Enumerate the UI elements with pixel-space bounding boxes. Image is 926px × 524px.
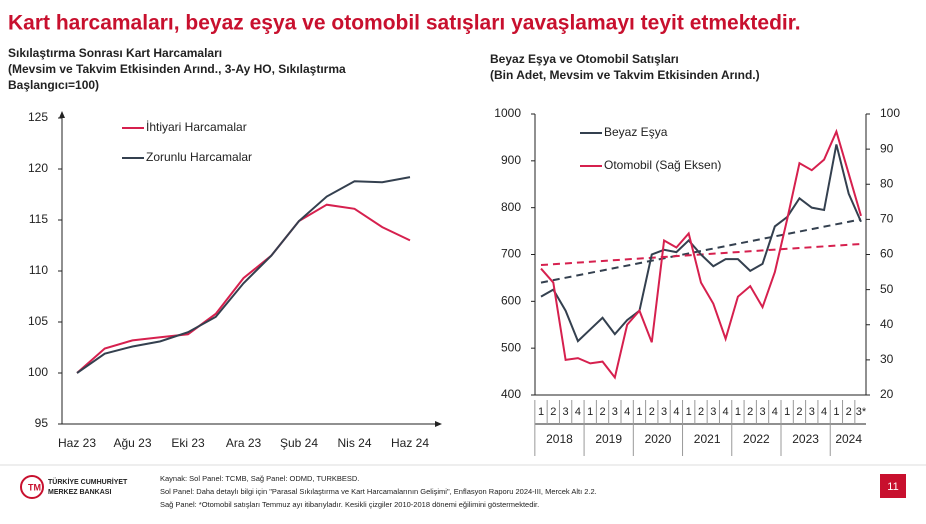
year-label: 2024 [835, 432, 862, 446]
y-tick-label: 500 [501, 340, 521, 354]
year-label: 2019 [595, 432, 622, 446]
legend-label: Zorunlu Harcamalar [146, 150, 252, 164]
chart-title: Başlangıcı=100) [8, 78, 99, 92]
chart-title: (Mevsim ve Takvim Etkisinden Arınd., 3-A… [8, 62, 346, 76]
trend-line [540, 218, 862, 284]
x-tick-label: Ara 23 [226, 436, 262, 450]
quarter-label: 3* [856, 406, 867, 418]
quarter-label: 2 [649, 406, 655, 418]
source: Sağ Panel: *Otomobil satışları Temmuz ay… [160, 500, 539, 509]
quarter-label: 1 [538, 406, 544, 418]
quarter-label: 1 [686, 406, 692, 418]
x-tick-label: Nis 24 [337, 436, 371, 450]
y-tick-label: 600 [501, 294, 521, 308]
y2-tick-label: 80 [880, 176, 894, 190]
quarter-label: 3 [661, 406, 667, 418]
y2-tick-label: 20 [880, 387, 894, 401]
y-tick-label: 700 [501, 247, 521, 261]
quarter-label: 3 [809, 406, 815, 418]
logo-mark: TM [28, 482, 41, 492]
y-tick-label: 95 [35, 416, 49, 430]
y2-tick-label: 70 [880, 212, 894, 226]
y-tick-label: 900 [501, 153, 521, 167]
legend-label: Otomobil (Sağ Eksen) [604, 158, 721, 172]
quarter-label: 4 [772, 406, 778, 418]
quarter-label: 2 [796, 406, 802, 418]
y2-tick-label: 40 [880, 317, 894, 331]
quarter-label: 1 [833, 406, 839, 418]
series-line [540, 128, 862, 380]
axis-arrow [435, 421, 442, 427]
legend-label: İhtiyari Harcamalar [146, 120, 247, 134]
quarter-label: 1 [636, 406, 642, 418]
x-tick-label: Ağu 23 [113, 436, 151, 450]
x-tick-label: Haz 23 [58, 436, 96, 450]
y-tick-label: 125 [28, 110, 48, 124]
x-tick-label: Şub 24 [280, 436, 318, 450]
quarter-label: 4 [624, 406, 630, 418]
year-label: 2018 [546, 432, 573, 446]
slide-title: Kart harcamaları, beyaz eşya ve otomobil… [8, 12, 801, 35]
y2-tick-label: 60 [880, 247, 894, 261]
quarter-label: 2 [698, 406, 704, 418]
y-tick-label: 120 [28, 161, 48, 175]
year-label: 2021 [694, 432, 721, 446]
y2-tick-label: 100 [880, 106, 900, 120]
series-line [540, 144, 862, 343]
y-tick-label: 115 [29, 212, 48, 226]
x-tick-label: Eki 23 [171, 436, 205, 450]
quarter-label: 4 [723, 406, 729, 418]
series-line [76, 203, 411, 374]
source: Sol Panel: Daha detaylı bilgi için "Para… [160, 487, 597, 496]
y-tick-label: 800 [501, 200, 521, 214]
y2-tick-label: 90 [880, 141, 894, 155]
y-tick-label: 105 [28, 314, 48, 328]
x-tick-label: Haz 24 [391, 436, 429, 450]
quarter-label: 1 [587, 406, 593, 418]
axis-arrow [59, 111, 65, 118]
legend-label: Beyaz Eşya [604, 125, 668, 139]
y2-tick-label: 50 [880, 282, 894, 296]
quarter-label: 3 [759, 406, 765, 418]
year-label: 2020 [645, 432, 672, 446]
quarter-label: 3 [710, 406, 716, 418]
chart-title: Beyaz Eşya ve Otomobil Satışları [490, 52, 679, 66]
chart-title: (Bin Adet, Mevsim ve Takvim Etkisinden A… [490, 68, 760, 82]
logo-text: MERKEZ BANKASI [48, 489, 111, 496]
logo-text: TÜRKİYE CUMHURİYET [48, 477, 128, 486]
quarter-label: 2 [599, 406, 605, 418]
page-box [880, 474, 906, 498]
quarter-label: 4 [673, 406, 679, 418]
y2-tick-label: 30 [880, 352, 894, 366]
series-line [76, 176, 411, 374]
y-tick-label: 100 [28, 365, 48, 379]
quarter-label: 2 [846, 406, 852, 418]
quarter-label: 3 [563, 406, 569, 418]
quarter-label: 4 [821, 406, 827, 418]
quarter-label: 1 [784, 406, 790, 418]
year-label: 2022 [743, 432, 770, 446]
y-tick-label: 400 [501, 387, 521, 401]
y-tick-label: 1000 [494, 106, 521, 120]
year-label: 2023 [792, 432, 819, 446]
logo [20, 475, 44, 499]
quarter-label: 2 [747, 406, 753, 418]
quarter-label: 4 [575, 406, 581, 418]
source: Kaynak: Sol Panel: TCMB, Sağ Panel: ODMD… [160, 474, 359, 483]
quarter-label: 3 [612, 406, 618, 418]
quarter-label: 1 [735, 406, 741, 418]
quarter-label: 2 [550, 406, 556, 418]
page-number: 11 [887, 481, 898, 493]
chart-title: Sıkılaştırma Sonrası Kart Harcamaları [8, 46, 222, 60]
y-tick-label: 110 [29, 263, 48, 277]
